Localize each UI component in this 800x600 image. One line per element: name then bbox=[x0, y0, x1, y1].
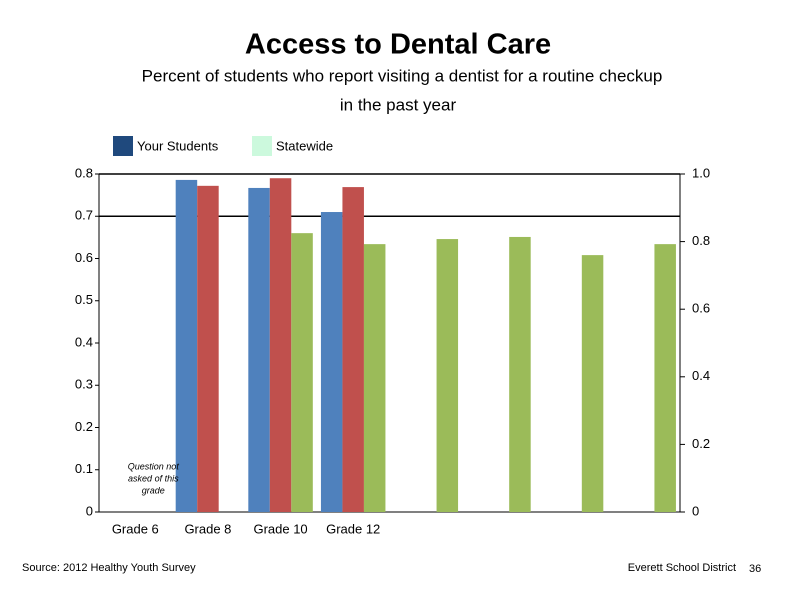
y2-tick-label: 0 bbox=[692, 503, 699, 518]
annotation: Question not bbox=[128, 461, 180, 471]
bar bbox=[581, 255, 604, 512]
y-tick-label: 0.5 bbox=[75, 292, 93, 307]
y-tick-label: 0.6 bbox=[75, 250, 93, 265]
bar bbox=[342, 187, 364, 512]
legend-label: Your Students bbox=[137, 138, 219, 153]
legend-swatch bbox=[252, 136, 272, 156]
y2-tick-label: 0.2 bbox=[692, 436, 710, 451]
bar bbox=[269, 178, 292, 512]
legend-label: Statewide bbox=[276, 138, 333, 153]
y-tick-label: 0.8 bbox=[75, 165, 93, 180]
y2-tick-label: 1.0 bbox=[692, 165, 710, 180]
chart-title: Access to Dental Care bbox=[245, 29, 551, 61]
y-tick-label: 0.7 bbox=[75, 208, 93, 223]
y2-tick-label: 0.4 bbox=[692, 368, 710, 383]
annotation: asked of this bbox=[128, 473, 179, 483]
x-tick-label: Grade 12 bbox=[326, 521, 380, 536]
bar bbox=[248, 187, 270, 512]
y-tick-label: 0.4 bbox=[75, 334, 93, 349]
chart-subtitle: in the past year bbox=[340, 95, 457, 114]
y-tick-label: 0.3 bbox=[75, 377, 93, 392]
bar bbox=[654, 244, 676, 512]
bar bbox=[320, 212, 343, 512]
y2-tick-label: 0.8 bbox=[692, 233, 710, 248]
x-tick-label: Grade 10 bbox=[253, 521, 307, 536]
bar bbox=[436, 239, 459, 512]
source: Source: 2012 Healthy Youth Survey bbox=[22, 562, 196, 574]
bar bbox=[197, 185, 219, 512]
y2-tick-label: 0.6 bbox=[692, 301, 710, 316]
organization: Everett School District bbox=[628, 562, 736, 574]
page-number: 36 bbox=[749, 563, 761, 575]
bar bbox=[509, 236, 531, 512]
y-tick-label: 0.1 bbox=[75, 461, 93, 476]
legend-swatch bbox=[113, 136, 133, 156]
bar bbox=[363, 244, 386, 512]
bar bbox=[175, 179, 198, 513]
x-tick-label: Grade 8 bbox=[184, 521, 231, 536]
bar bbox=[291, 233, 313, 512]
x-tick-label: Grade 6 bbox=[112, 521, 159, 536]
y-tick-label: 0 bbox=[86, 503, 93, 518]
y-tick-label: 0.2 bbox=[75, 419, 93, 434]
chart-subtitle: Percent of students who report visiting … bbox=[142, 66, 663, 85]
annotation: grade bbox=[142, 485, 165, 495]
